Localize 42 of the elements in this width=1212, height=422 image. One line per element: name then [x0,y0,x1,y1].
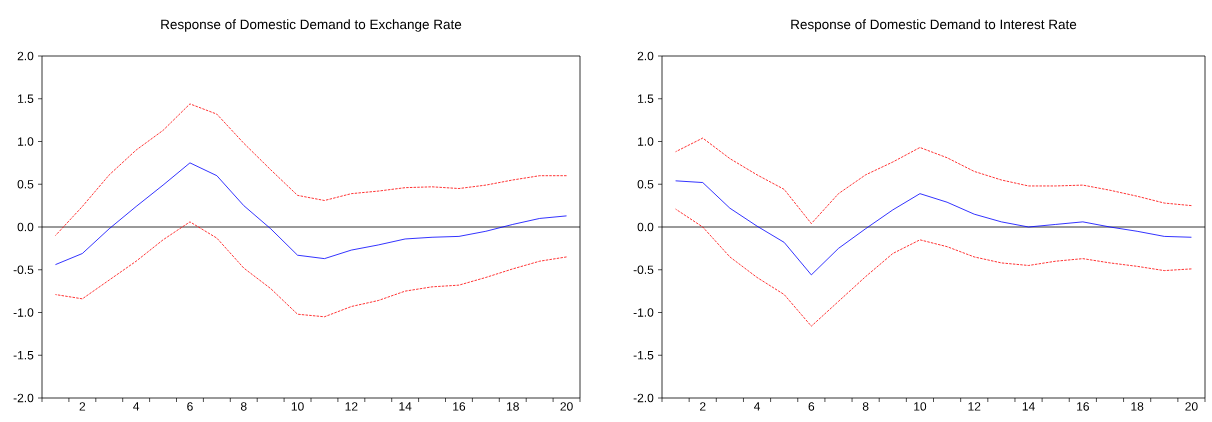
y-tick-label: 1.0 [18,137,34,146]
line-series [675,180,1192,276]
y-tick-label: -1.5 [633,351,654,360]
y-tick-label: 0.5 [17,180,34,189]
y-tick-label: 0.0 [637,222,654,232]
x-tick-label: 16 [453,402,466,411]
y-tick-label: 0.5 [637,180,654,189]
y-tick-label: 1.0 [638,137,654,146]
x-tick-label: 12 [968,402,981,411]
y-tick-label: 0.0 [17,222,34,232]
x-tick-label: 10 [291,402,304,411]
x-tick-label: 4 [133,402,140,411]
chart-title: Response of Domestic Demand to Exchange Rate [161,19,462,32]
y-tick-label: -2.0 [13,393,34,403]
y-tick-label: -1.0 [13,308,34,317]
y-tick-label: -0.5 [633,265,654,275]
x-tick-label: 16 [1077,402,1089,411]
x-tick-label: 2 [79,402,86,411]
x-tick-label: 14 [1022,402,1035,411]
x-tick-label: 12 [345,402,358,411]
x-tick-label: 20 [560,402,573,411]
x-tick-label: 8 [240,402,247,411]
y-tick-label: 1.5 [638,94,654,103]
y-tick-label: -1.0 [633,308,654,317]
y-tick-label: -1.5 [13,351,34,360]
y-tick-label: 1.5 [18,94,34,103]
x-tick-label: 6 [808,402,815,411]
x-tick-label: 8 [862,402,869,411]
x-tick-label: 18 [1131,402,1144,411]
x-tick-label: 20 [1185,402,1198,411]
x-tick-label: 10 [914,402,927,411]
x-tick-label: 18 [507,402,519,411]
y-tick-label: -2.0 [633,393,654,403]
chart-title: Response of Domestic Demand to Interest Rate [791,19,1077,32]
y-tick-label: 2.0 [17,51,34,61]
x-tick-label: 4 [753,402,761,411]
y-tick-label: -0.5 [13,265,34,275]
line-series [55,162,567,266]
x-tick-label: 14 [399,402,412,411]
x-tick-label: 2 [700,402,706,411]
x-tick-label: 6 [187,402,193,411]
y-tick-label: 2.0 [637,51,654,61]
